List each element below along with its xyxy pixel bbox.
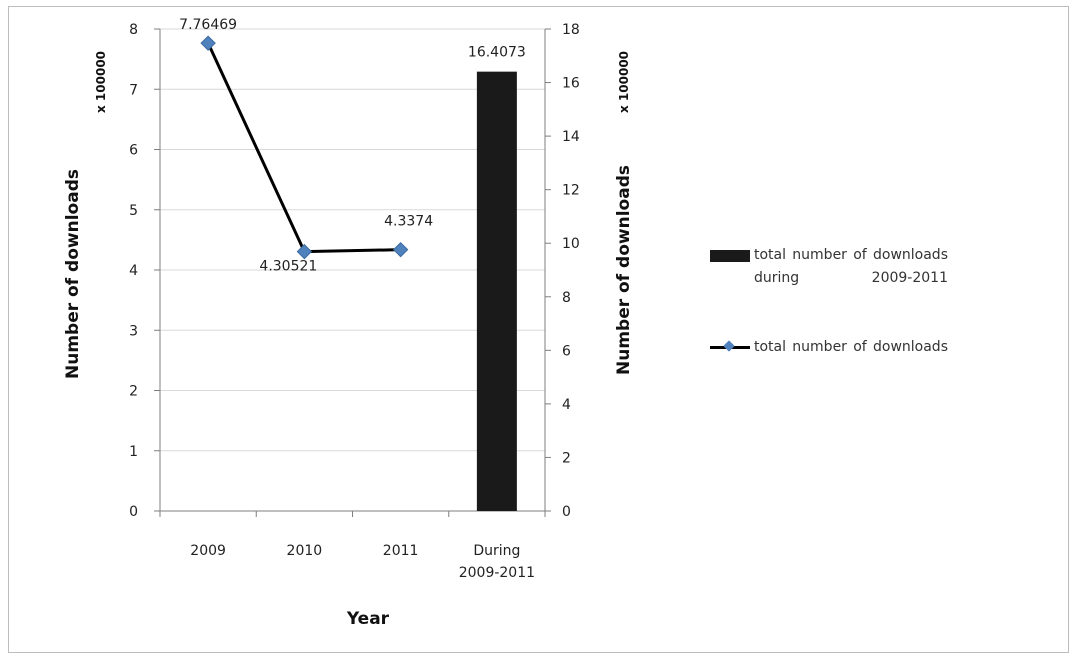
y-tick-label-right: 12 — [562, 183, 580, 199]
chart-frame — [8, 6, 1069, 653]
line-data-label: 4.30521 — [259, 259, 317, 275]
bar-data-label: 16.4073 — [468, 45, 526, 61]
line-data-label: 7.76469 — [179, 17, 237, 33]
x-tick-label: 2009 — [190, 543, 226, 559]
y-tick-label-right: 2 — [562, 450, 571, 466]
line-marker — [392, 241, 409, 258]
bar — [476, 71, 517, 512]
line-marker — [296, 243, 313, 260]
y-tick-label-left: 6 — [129, 143, 138, 159]
y-tick-label-left: 3 — [129, 323, 138, 339]
x-tick-label: 2010 — [287, 543, 323, 559]
y-tick-label-right: 8 — [562, 290, 571, 306]
y-multiplier-right: x 100000 — [617, 51, 631, 113]
x-tick-label: 2011 — [383, 543, 419, 559]
y-tick-label-left: 8 — [129, 22, 138, 38]
line-data-label: 4.3374 — [384, 214, 433, 230]
y-multiplier-left: x 100000 — [94, 51, 108, 113]
line-series — [206, 42, 401, 254]
legend-bar-label: total number of downloads during 2009-20… — [754, 247, 948, 286]
y-tick-label-right: 10 — [562, 236, 580, 252]
y-tick-label-left: 2 — [129, 384, 138, 400]
y-tick-label-left: 0 — [129, 504, 138, 520]
y-tick-label-right: 4 — [562, 397, 571, 413]
y-axis-title-right: Number of downloads — [614, 165, 634, 375]
legend-line-label: total number of downloads — [754, 339, 948, 355]
x-tick-label: During 2009-2011 — [459, 543, 535, 581]
y-tick-label-left: 1 — [129, 444, 138, 460]
y-tick-label-left: 5 — [129, 203, 138, 219]
x-axis-title: Year — [346, 609, 390, 629]
y-tick-label-left: 7 — [129, 82, 138, 98]
y-axis-title-left: Number of downloads — [63, 169, 83, 379]
line-marker — [200, 35, 216, 51]
legend-bar-swatch — [710, 250, 750, 262]
y-tick-label-right: 0 — [562, 504, 571, 520]
y-tick-label-right: 16 — [562, 76, 580, 92]
y-tick-label-right: 6 — [562, 343, 571, 359]
y-tick-label-left: 4 — [129, 263, 138, 279]
y-tick-label-right: 18 — [562, 22, 580, 38]
y-tick-label-right: 14 — [562, 129, 580, 145]
